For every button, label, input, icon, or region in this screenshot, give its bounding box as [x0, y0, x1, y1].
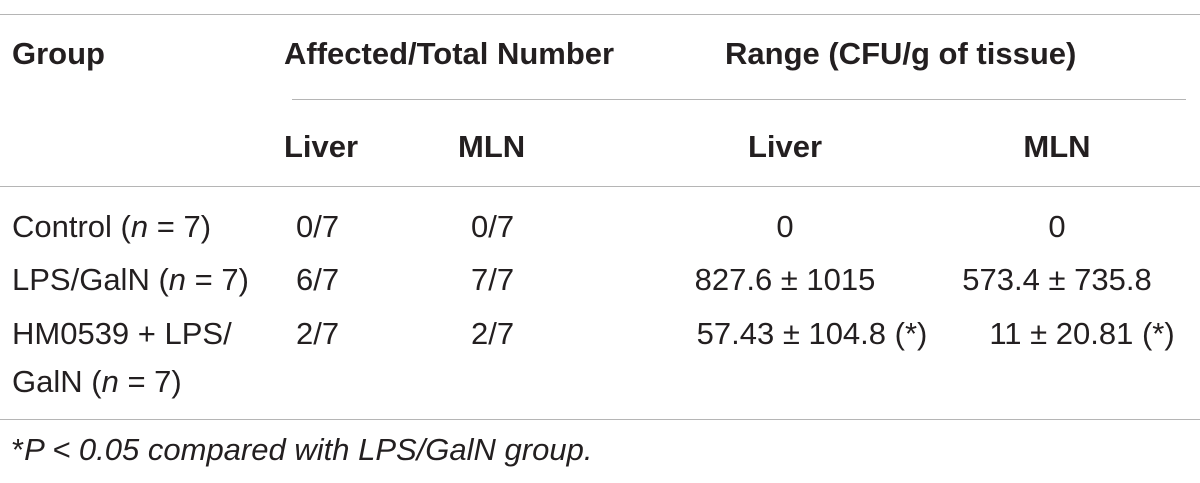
row-control-mln-range: 0	[1048, 209, 1066, 244]
table-bottom-rule	[0, 419, 1200, 420]
top-rule	[0, 14, 1200, 15]
row-control-mln: 0/7	[471, 209, 515, 244]
row-hm0539-group-line2: GalN (n = 7)	[12, 364, 182, 399]
table-footnote: *P < 0.05 compared with LPS/GalN group.	[12, 432, 593, 467]
row-lpsgaln-liver: 6/7	[296, 262, 340, 297]
row-hm0539-group-line1: HM0539 + LPS/	[12, 316, 232, 351]
row-hm0539-mln: 2/7	[471, 316, 515, 351]
range-underline-rule	[292, 99, 1186, 100]
row-lpsgaln-group: LPS/GalN (n = 7)	[12, 262, 249, 297]
row-hm0539-liver-range: 57.43 ± 104.8 (*)	[696, 316, 928, 351]
row-lpsgaln-liver-range: 827.6 ± 1015	[694, 262, 876, 297]
row-control-liver: 0/7	[296, 209, 340, 244]
header-affected-total: Affected/Total Number	[284, 36, 615, 71]
row-lpsgaln-mln-range: 573.4 ± 735.8	[962, 262, 1152, 297]
subheader-liver-count: Liver	[284, 129, 359, 164]
row-hm0539-liver: 2/7	[296, 316, 340, 351]
header-bottom-rule	[0, 186, 1200, 187]
row-control-liver-range: 0	[776, 209, 794, 244]
subheader-liver-range: Liver	[747, 129, 823, 164]
header-group: Group	[12, 36, 105, 71]
row-control-group: Control (n = 7)	[12, 209, 212, 244]
subheader-mln-range: MLN	[1023, 129, 1091, 164]
subheader-mln-count: MLN	[458, 129, 526, 164]
row-lpsgaln-mln: 7/7	[471, 262, 515, 297]
header-range: Range (CFU/g of tissue)	[725, 36, 1077, 71]
row-hm0539-mln-range: 11 ± 20.81 (*)	[989, 316, 1175, 351]
